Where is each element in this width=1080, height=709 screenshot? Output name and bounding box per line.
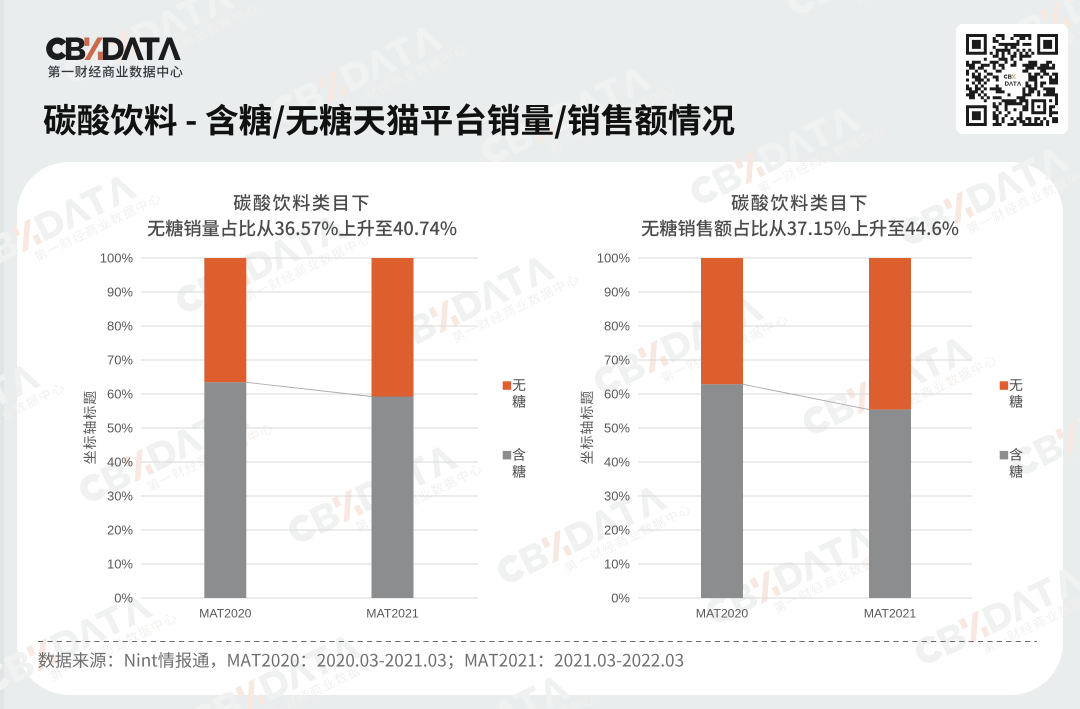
svg-text:60%: 60% — [107, 387, 133, 402]
svg-text:MAT2021: MAT2021 — [366, 607, 419, 621]
svg-text:0%: 0% — [611, 591, 630, 606]
svg-text:70%: 70% — [107, 353, 133, 368]
svg-text:100%: 100% — [597, 251, 631, 266]
svg-text:80%: 80% — [107, 319, 133, 334]
svg-text:0%: 0% — [114, 591, 133, 606]
svg-text:10%: 10% — [107, 557, 133, 572]
svg-text:90%: 90% — [604, 285, 630, 300]
svg-text:100%: 100% — [100, 251, 134, 266]
svg-text:30%: 30% — [604, 489, 630, 504]
svg-text:50%: 50% — [604, 421, 630, 436]
svg-text:60%: 60% — [604, 387, 630, 402]
svg-text:70%: 70% — [604, 353, 630, 368]
svg-text:50%: 50% — [107, 421, 133, 436]
svg-text:80%: 80% — [604, 319, 630, 334]
svg-text:90%: 90% — [107, 285, 133, 300]
svg-text:20%: 20% — [604, 523, 630, 538]
svg-text:MAT2020: MAT2020 — [199, 607, 252, 621]
svg-text:30%: 30% — [107, 489, 133, 504]
svg-text:20%: 20% — [107, 523, 133, 538]
svg-text:MAT2021: MAT2021 — [864, 607, 917, 621]
svg-text:40%: 40% — [107, 455, 133, 470]
svg-text:MAT2020: MAT2020 — [696, 607, 749, 621]
svg-text:10%: 10% — [604, 557, 630, 572]
svg-text:40%: 40% — [604, 455, 630, 470]
